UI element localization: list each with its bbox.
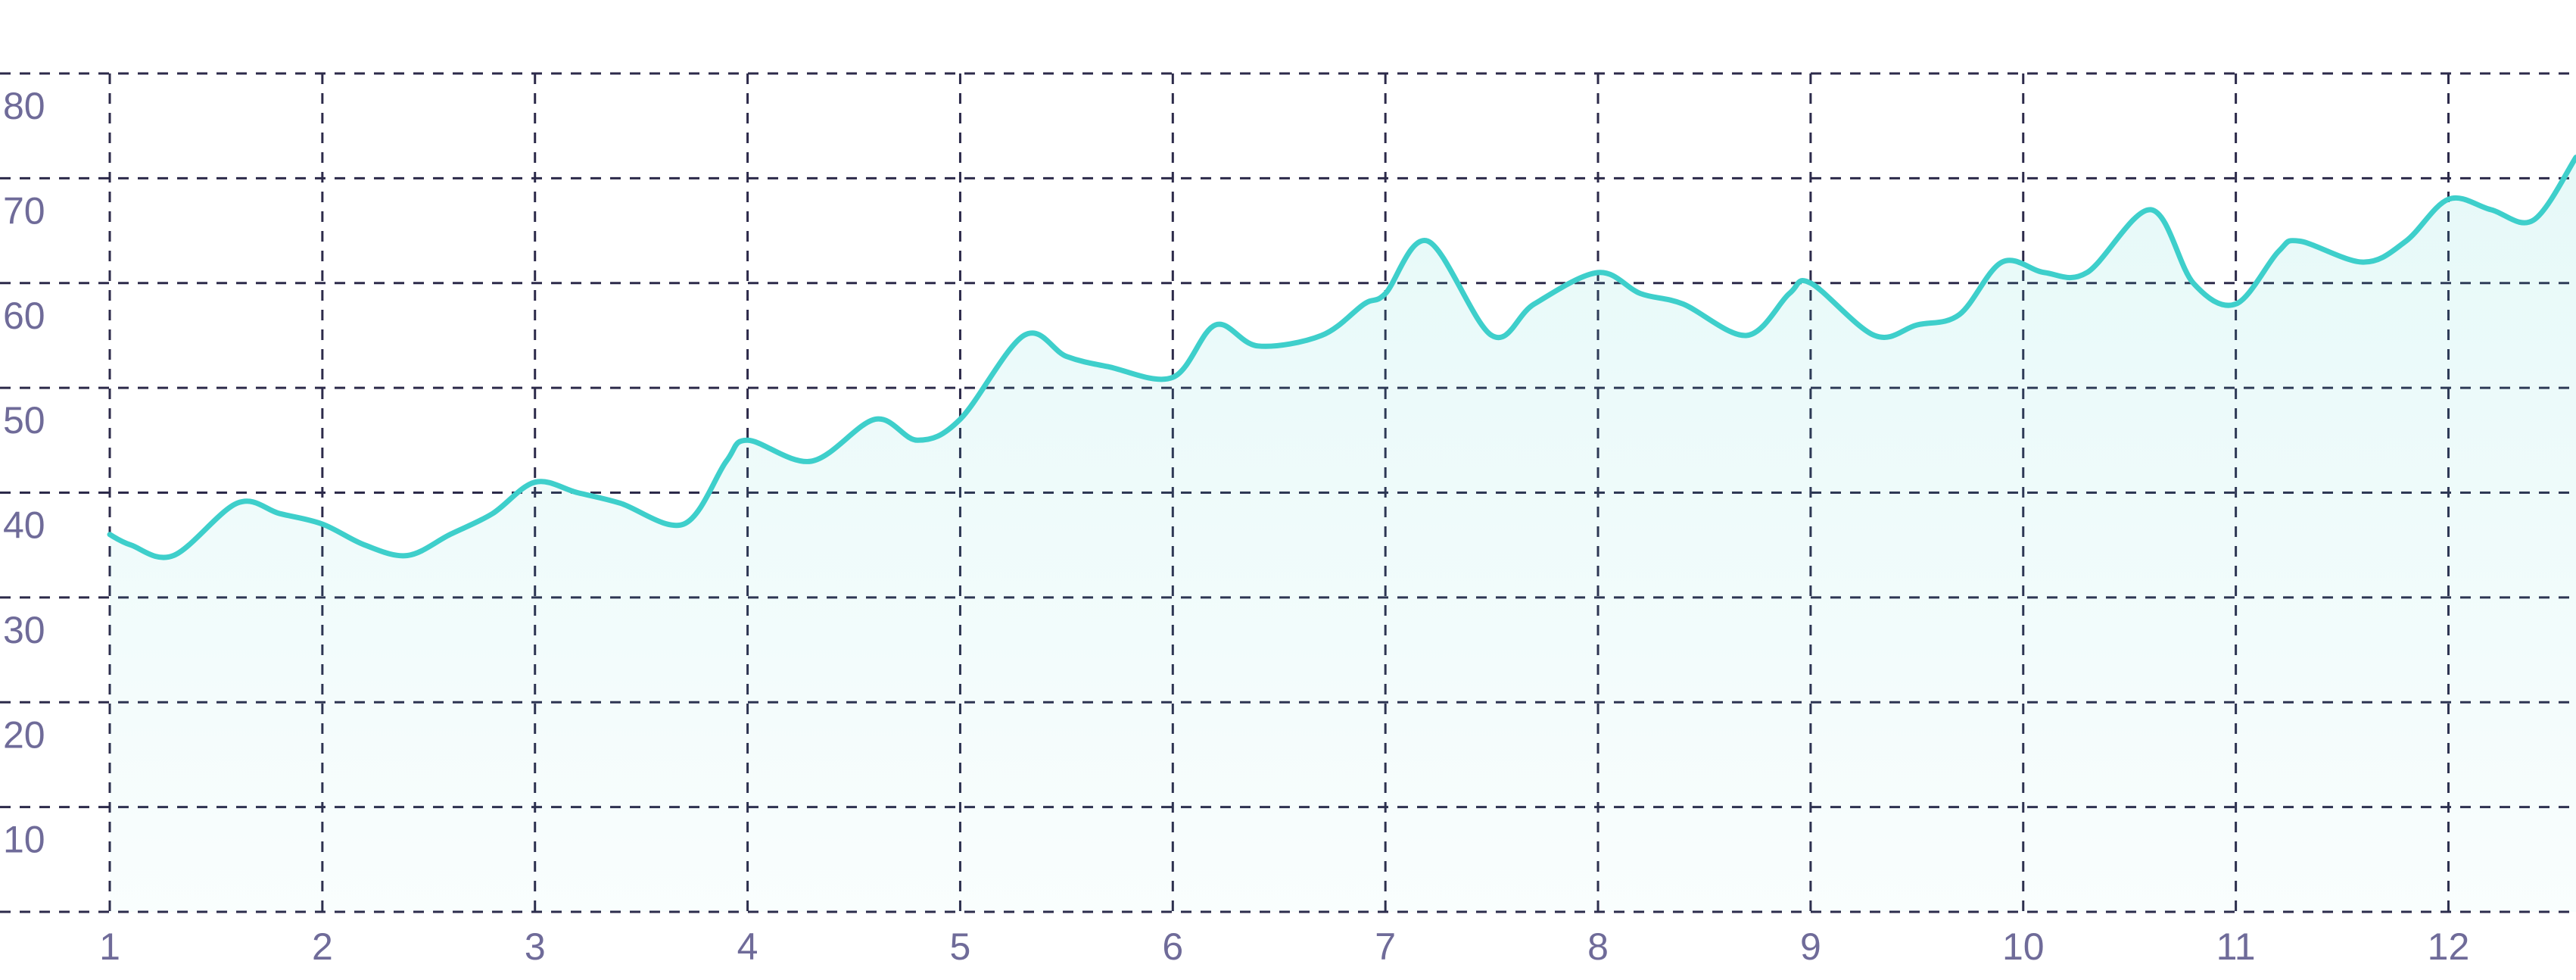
y-tick-label: 80 — [3, 85, 45, 127]
x-tick-label: 3 — [525, 925, 546, 968]
y-tick-label: 30 — [3, 609, 45, 651]
y-tick-label: 60 — [3, 295, 45, 337]
x-tick-label: 11 — [2216, 925, 2256, 968]
x-tick-label: 7 — [1375, 925, 1396, 968]
y-tick-label: 20 — [3, 713, 45, 756]
y-tick-label: 10 — [3, 819, 45, 861]
area-fill-layer — [110, 157, 2576, 912]
y-tick-label: 50 — [3, 399, 45, 442]
x-tick-label: 9 — [1800, 925, 1821, 968]
x-tick-label: 5 — [950, 925, 971, 968]
y-tick-label: 70 — [3, 189, 45, 232]
series-line — [107, 154, 2576, 560]
y-tick-label: 40 — [3, 504, 45, 547]
series-line-layer — [107, 154, 2576, 560]
x-tick-label: 10 — [2002, 925, 2045, 968]
series-area — [110, 157, 2576, 912]
x-tick-label: 2 — [312, 925, 333, 968]
x-tick-label: 12 — [2428, 925, 2470, 968]
x-tick-label: 6 — [1162, 925, 1183, 968]
x-tick-label: 1 — [99, 925, 120, 968]
x-tick-label: 4 — [737, 925, 758, 968]
x-tick-label: 8 — [1587, 925, 1609, 968]
